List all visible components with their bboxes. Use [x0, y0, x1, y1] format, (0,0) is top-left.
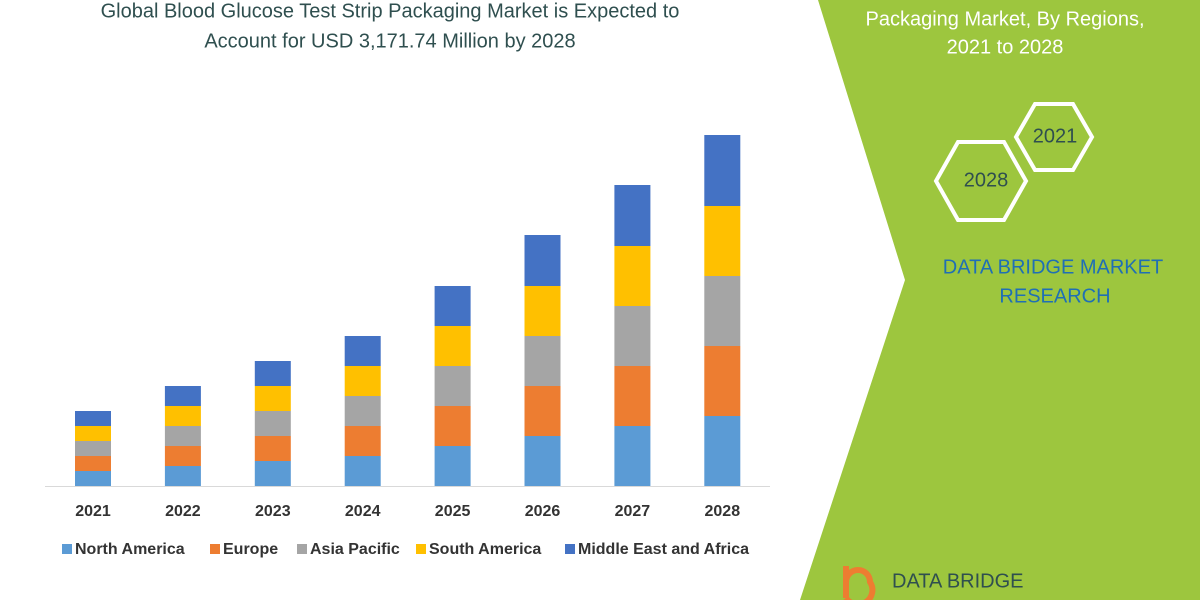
- bar-segment: [614, 185, 651, 246]
- bar-segment: [254, 436, 291, 461]
- bar-segment: [524, 235, 561, 286]
- bar-segment: [434, 326, 471, 366]
- bar-segment: [75, 471, 111, 486]
- panel-subtitle: Packaging Market, By Regions,: [865, 8, 1144, 30]
- bar-segment: [704, 346, 741, 416]
- brand-name: DATA BRIDGE MARKET: [943, 256, 1163, 278]
- bar-segment: [614, 246, 651, 306]
- bar-segment: [434, 446, 471, 486]
- x-tick-label: 2022: [165, 503, 201, 520]
- legend-label: Asia Pacific: [310, 541, 400, 558]
- bar-segment: [254, 361, 291, 386]
- legend-swatch: [210, 544, 220, 554]
- bar-segment: [164, 406, 201, 426]
- bar-segment: [524, 386, 561, 436]
- bar-segment: [344, 396, 381, 426]
- bar-segment: [524, 436, 561, 486]
- logo-text: DATA BRIDGE: [892, 570, 1024, 592]
- bar-segment: [344, 336, 381, 366]
- bar-segment: [164, 466, 201, 486]
- x-tick-label: 2027: [615, 503, 651, 520]
- bar-segment: [704, 276, 741, 346]
- legend-label: North America: [75, 541, 185, 558]
- bar-segment: [254, 411, 291, 436]
- bar-segment: [254, 386, 291, 411]
- x-tick-label: 2021: [75, 503, 111, 520]
- legend-label: Middle East and Africa: [578, 541, 749, 558]
- bar-segment: [344, 456, 381, 486]
- bar-segment: [524, 336, 561, 386]
- bar-segment: [164, 386, 201, 406]
- x-tick-label: 2024: [345, 503, 381, 520]
- hexagon-label: 2021: [1033, 125, 1078, 147]
- x-tick-label: 2028: [705, 503, 741, 520]
- bar-segment: [704, 416, 741, 486]
- legend-swatch: [565, 544, 575, 554]
- legend-swatch: [62, 544, 72, 554]
- bar-segment: [254, 461, 291, 486]
- brand-name: RESEARCH: [999, 285, 1110, 307]
- legend-swatch: [297, 544, 307, 554]
- legend-swatch: [416, 544, 426, 554]
- x-tick-label: 2023: [255, 503, 291, 520]
- chart-title: Global Blood Glucose Test Strip Packagin…: [101, 0, 680, 22]
- bar-segment: [75, 426, 111, 441]
- bar-segment: [614, 366, 651, 426]
- bar-segment: [344, 366, 381, 396]
- bar-segment: [344, 426, 381, 456]
- green-panel: [800, 0, 1200, 600]
- bar-segment: [614, 306, 651, 366]
- bar-segment: [704, 135, 741, 206]
- bar-segment: [75, 411, 111, 426]
- bar-segment: [75, 441, 111, 456]
- panel-subtitle: 2021 to 2028: [947, 36, 1064, 58]
- x-tick-label: 2026: [525, 503, 561, 520]
- bar-segment: [434, 286, 471, 326]
- bar-segment: [75, 456, 111, 471]
- bar-segment: [704, 206, 741, 276]
- bar-segment: [614, 426, 651, 486]
- bar-segment: [164, 446, 201, 466]
- hexagon-label: 2028: [964, 169, 1009, 191]
- x-tick-label: 2025: [435, 503, 471, 520]
- bar-segment: [434, 406, 471, 446]
- legend-label: Europe: [223, 541, 278, 558]
- bar-segment: [524, 286, 561, 336]
- bar-segment: [164, 426, 201, 446]
- hexagon: [1013, 102, 1095, 172]
- chart-title: Account for USD 3,171.74 Million by 2028: [204, 30, 575, 52]
- logo-icon: [843, 566, 876, 600]
- legend-label: South America: [429, 541, 541, 558]
- hexagon: [933, 140, 1029, 222]
- bar-segment: [434, 366, 471, 406]
